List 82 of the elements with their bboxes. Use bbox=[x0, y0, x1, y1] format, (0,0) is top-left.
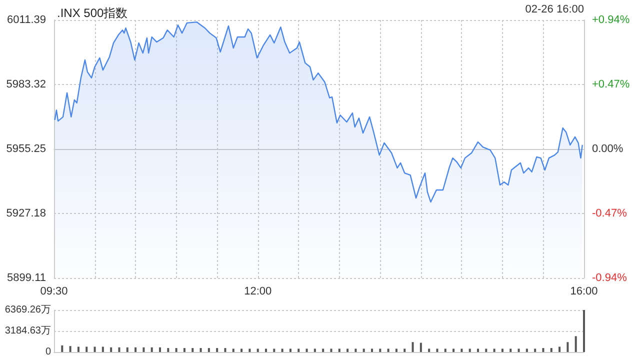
bar bbox=[354, 348, 357, 352]
bar bbox=[468, 348, 471, 352]
y-tick-label: 5983.32 bbox=[6, 78, 46, 90]
bar bbox=[69, 346, 72, 352]
bar bbox=[256, 348, 259, 352]
bar bbox=[224, 348, 226, 352]
y-tick-label: 5927.18 bbox=[6, 208, 46, 220]
bar bbox=[240, 348, 243, 352]
y-tick-label: 5955.25 bbox=[6, 143, 46, 155]
bar bbox=[175, 348, 178, 352]
chart-title: .INX 500指数 bbox=[57, 6, 128, 20]
bar bbox=[142, 347, 145, 352]
bar bbox=[428, 348, 430, 352]
bar bbox=[477, 348, 479, 352]
bar bbox=[387, 348, 390, 352]
bar bbox=[159, 347, 161, 352]
bar bbox=[110, 347, 112, 352]
bar bbox=[501, 348, 504, 352]
bar bbox=[566, 342, 569, 352]
bar bbox=[216, 348, 218, 352]
bar bbox=[346, 348, 349, 352]
bar bbox=[510, 348, 512, 352]
bar bbox=[322, 348, 324, 352]
bar bbox=[118, 347, 120, 352]
bar bbox=[314, 348, 316, 352]
bar bbox=[485, 348, 488, 352]
bar bbox=[371, 348, 373, 352]
y-tick-label: 3184.63万 bbox=[4, 326, 51, 336]
y-tick-label: 5899.11 bbox=[7, 272, 46, 284]
bar bbox=[534, 348, 536, 352]
bar bbox=[289, 348, 292, 352]
bar bbox=[542, 348, 544, 352]
bar bbox=[183, 348, 186, 352]
bar bbox=[404, 348, 406, 352]
y2-tick-label: +0.47% bbox=[592, 78, 630, 90]
bar bbox=[518, 348, 520, 352]
bar bbox=[412, 342, 414, 352]
bar bbox=[436, 348, 438, 352]
bar bbox=[208, 348, 210, 352]
bar bbox=[306, 348, 308, 352]
bar bbox=[232, 348, 234, 352]
y-tick-label: 0 bbox=[45, 346, 52, 358]
bar bbox=[298, 348, 300, 352]
bar bbox=[86, 346, 88, 352]
bar bbox=[77, 346, 80, 352]
bar bbox=[248, 348, 251, 352]
bar bbox=[558, 346, 561, 352]
bar bbox=[150, 347, 153, 352]
bar bbox=[281, 348, 284, 352]
bar bbox=[444, 348, 446, 352]
bar bbox=[338, 348, 340, 352]
bar bbox=[526, 348, 528, 352]
text: 02-26 16:00 bbox=[525, 4, 584, 16]
bar bbox=[379, 348, 382, 352]
bar bbox=[94, 346, 96, 352]
bar bbox=[61, 345, 64, 352]
bar bbox=[200, 348, 202, 352]
bar bbox=[452, 348, 455, 352]
bar bbox=[362, 348, 365, 352]
bar bbox=[550, 348, 552, 352]
y2-tick-label: -0.47% bbox=[592, 208, 628, 220]
bar bbox=[134, 347, 137, 352]
bar bbox=[493, 348, 496, 352]
x-tick-label: 16:00 bbox=[570, 286, 598, 298]
bar bbox=[420, 342, 422, 352]
bar bbox=[273, 348, 276, 352]
bar bbox=[395, 348, 398, 352]
y2-tick-label: +0.94% bbox=[592, 14, 630, 26]
bar bbox=[460, 348, 463, 352]
y-tick-label: 6011.39 bbox=[7, 14, 46, 26]
y2-tick-label: -0.94% bbox=[592, 272, 628, 284]
x-tick-label: 09:30 bbox=[40, 286, 68, 298]
y-tick-label: 6369.26万 bbox=[4, 304, 51, 316]
bar bbox=[102, 346, 104, 352]
bar bbox=[265, 348, 267, 352]
x-tick-label: 12:00 bbox=[244, 286, 272, 298]
bar bbox=[192, 348, 194, 352]
bar bbox=[330, 348, 332, 352]
y2-tick-label: 0.00% bbox=[592, 143, 624, 155]
bar bbox=[167, 348, 170, 352]
bar bbox=[583, 310, 585, 352]
bar bbox=[574, 336, 577, 352]
